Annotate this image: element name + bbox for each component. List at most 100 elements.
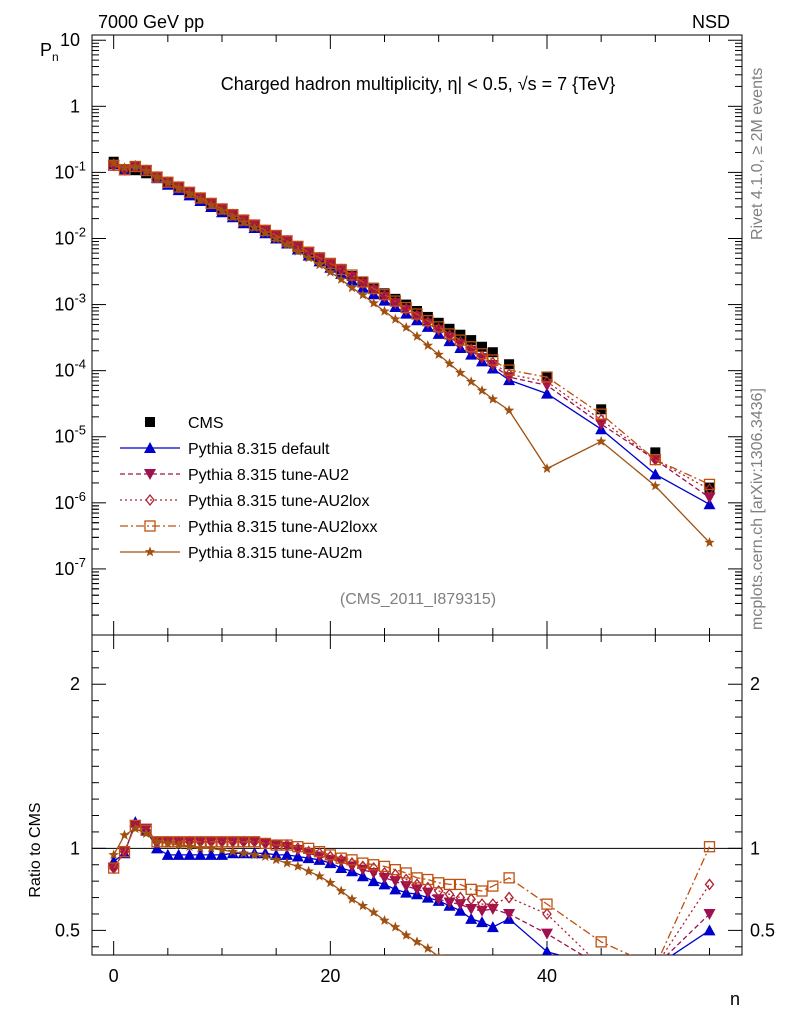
ratio-point <box>108 849 119 860</box>
ratio-point <box>291 850 304 862</box>
ratio-point <box>205 848 218 860</box>
data-point <box>412 309 422 322</box>
data-point <box>465 376 477 387</box>
legend-label: Pythia 8.315 default <box>188 441 330 458</box>
ratio-point <box>390 921 401 932</box>
ratio-point <box>649 961 661 972</box>
ratio-point <box>292 860 304 871</box>
data-point <box>704 483 715 496</box>
y-tick-label: 10 <box>60 30 80 50</box>
ratio-point <box>503 872 515 884</box>
data-point <box>444 358 455 368</box>
data-point <box>476 348 488 360</box>
ratio-point <box>411 872 423 884</box>
ratio-point <box>541 928 553 940</box>
ratio-point <box>281 857 293 868</box>
ratio-point <box>314 870 325 881</box>
data-point <box>140 164 152 177</box>
ratio-point <box>335 862 348 874</box>
data-point <box>444 329 455 342</box>
data-point <box>379 289 390 302</box>
data-point <box>649 468 662 480</box>
ratio-point <box>411 936 423 947</box>
legend-marker <box>144 546 156 557</box>
data-point <box>292 245 304 256</box>
ratio-point <box>173 839 184 850</box>
mcplots-label: mcplots.cern.ch [arXiv:1306.3436] <box>749 388 766 630</box>
data-point <box>325 266 336 277</box>
ratio-point <box>541 945 553 955</box>
data-point <box>368 283 379 296</box>
ratio-point <box>503 908 516 920</box>
data-point <box>477 350 487 363</box>
ratio-point <box>444 888 455 901</box>
y-tick-label: 10-4 <box>54 357 86 381</box>
x-tick-label: 40 <box>537 966 557 986</box>
ratio-point <box>357 857 369 869</box>
data-point <box>281 239 293 250</box>
data-point <box>650 447 661 458</box>
ratio-point <box>488 961 499 971</box>
ratio-point <box>238 836 250 848</box>
legend-marker <box>144 442 156 453</box>
legend-marker <box>145 417 155 427</box>
ratio-point <box>140 828 152 838</box>
ratio-point <box>465 912 478 924</box>
ratio-point <box>281 839 293 851</box>
ratio-point <box>260 851 271 861</box>
legend-marker <box>145 493 155 507</box>
ratio-point <box>336 853 346 866</box>
main-title: Charged hadron multiplicity, η| < 0.5, √… <box>221 74 615 94</box>
ratio-point <box>443 897 456 909</box>
ratio-point <box>466 893 476 906</box>
ratio-point <box>118 845 131 858</box>
ratio-y-tick-label: 0.5 <box>55 920 80 940</box>
data-point <box>423 316 433 329</box>
data-point <box>541 463 553 473</box>
ratio-point <box>703 924 716 936</box>
ratio-point <box>368 861 379 875</box>
ratio-point <box>476 905 488 917</box>
ratio-point <box>151 836 163 847</box>
data-point <box>541 387 553 399</box>
data-point <box>650 480 661 491</box>
data-point <box>347 270 357 283</box>
ratio-point <box>325 850 336 863</box>
ratio-point <box>195 842 206 853</box>
header-left: 7000 GeV pp <box>98 12 204 32</box>
data-point <box>238 216 249 227</box>
ratio-point <box>183 848 196 860</box>
ratio-point <box>595 960 607 971</box>
y-tick-label: 10-6 <box>54 489 86 513</box>
ratio-point <box>368 906 379 917</box>
ratio-point <box>422 942 434 953</box>
ratio-point <box>216 848 228 860</box>
series-pythia-8-315-tune-au2m <box>108 157 715 548</box>
data-point <box>595 408 607 420</box>
data-point <box>184 188 195 198</box>
ratio-point <box>357 900 369 911</box>
ratio-y-tick-label: 1 <box>70 838 80 858</box>
ratio-point <box>476 916 488 928</box>
data-point <box>411 308 423 320</box>
ratio-point <box>466 961 477 971</box>
ratio-point <box>151 842 163 854</box>
ratio-point <box>367 875 380 887</box>
ratio-point <box>313 845 326 858</box>
data-point <box>314 259 325 270</box>
ratio-point <box>488 898 498 911</box>
ratio-point <box>119 829 130 840</box>
ratio-point <box>379 915 390 925</box>
data-point <box>183 186 196 198</box>
data-point <box>194 192 206 204</box>
x-axis-label: n <box>730 989 740 1009</box>
ratio-point <box>454 899 467 911</box>
data-point <box>346 269 358 281</box>
ratio-point <box>433 884 444 898</box>
ratio-point <box>650 961 660 971</box>
data-point <box>205 199 217 210</box>
data-point <box>173 181 185 193</box>
data-point <box>541 371 553 383</box>
ratio-point <box>651 961 659 971</box>
